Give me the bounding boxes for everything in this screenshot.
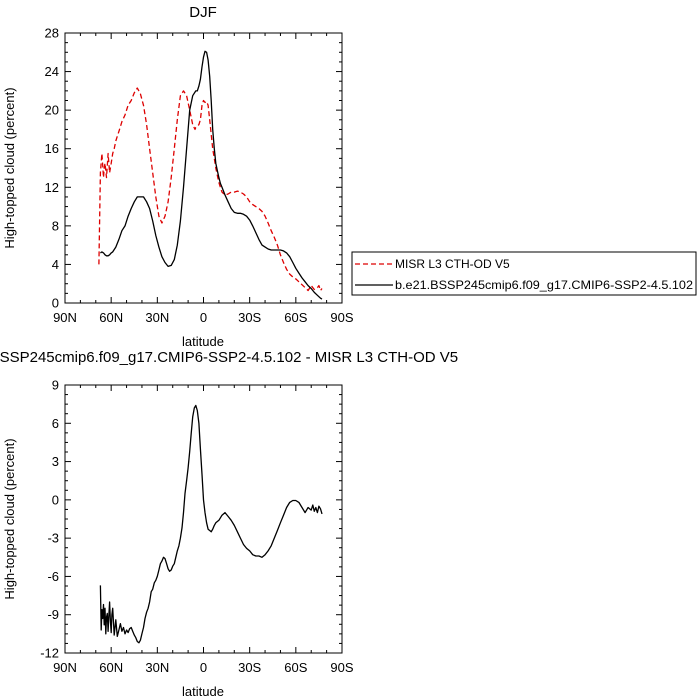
- bottom-y-tick-label: 3: [52, 454, 59, 469]
- legend-entry-model: b.e21.BSSP245cmip6.f09_g17.CMIP6-SSP2-4.…: [395, 278, 693, 292]
- bottom-y-tick-labels: -12 -9 -6 -3 0 3 6 9: [40, 378, 59, 661]
- bottom-x-tick-label: 90S: [330, 660, 353, 675]
- top-panel: DJF 0 4 8 12 16 20 24 28 90N 60N 30N 0 30S 60S 90S la…: [2, 4, 354, 349]
- bottom-series-line-0: [99, 404, 323, 644]
- bottom-y-tick-label: -6: [47, 569, 59, 584]
- top-y-tick-label: 0: [52, 296, 59, 311]
- bottom-x-tick-label: 90N: [53, 660, 77, 675]
- top-x-tick-label: 90N: [53, 310, 77, 325]
- bottom-x-axis-label: latitude: [182, 684, 224, 699]
- top-y-tick-label: 16: [45, 141, 59, 156]
- top-x-tick-label: 30S: [238, 310, 261, 325]
- top-series-lines: [98, 50, 323, 300]
- bottom-x-tick-label: 0: [200, 660, 207, 675]
- bottom-x-tick-label: 60S: [284, 660, 307, 675]
- bottom-panel-title: b.e21.BSSP245cmip6.f09_g17.CMIP6-SSP2-4.…: [0, 349, 458, 366]
- bottom-x-tick-label: 30S: [238, 660, 261, 675]
- top-y-tick-label: 8: [52, 218, 59, 233]
- top-tick-marks: [64, 32, 343, 304]
- bottom-y-tick-label: -9: [47, 607, 59, 622]
- top-y-tick-label: 12: [45, 180, 59, 195]
- legend-box: [351, 251, 697, 296]
- top-x-tick-label: 0: [200, 310, 207, 325]
- top-x-tick-label: 60S: [284, 310, 307, 325]
- bottom-y-axis-label: High-topped cloud (percent): [2, 438, 17, 599]
- top-series-line-0: [98, 87, 323, 292]
- bottom-x-tick-label: 60N: [99, 660, 123, 675]
- bottom-y-tick-label: 0: [52, 492, 59, 507]
- bottom-x-tick-label: 30N: [145, 660, 169, 675]
- top-x-tick-label: 30N: [145, 310, 169, 325]
- legend-entry-obs: MISR L3 CTH-OD V5: [395, 257, 510, 271]
- bottom-tick-marks: [64, 384, 343, 654]
- top-y-tick-label: 24: [45, 64, 59, 79]
- top-y-tick-label: 20: [45, 103, 59, 118]
- bottom-y-tick-label: -12: [40, 646, 59, 661]
- top-y-tick-labels: 0 4 8 12 16 20 24 28: [45, 26, 59, 311]
- bottom-x-tick-labels: 90N 60N 30N 0 30S 60S 90S: [53, 660, 354, 675]
- top-y-tick-label: 28: [45, 26, 59, 41]
- top-y-axis-label: High-topped cloud (percent): [2, 87, 17, 248]
- top-panel-title: DJF: [189, 4, 217, 21]
- top-x-tick-label: 60N: [99, 310, 123, 325]
- bottom-y-tick-label: -3: [47, 531, 59, 546]
- top-y-tick-label: 4: [52, 257, 59, 272]
- top-x-tick-label: 90S: [330, 310, 353, 325]
- bottom-y-tick-label: 6: [52, 416, 59, 431]
- legend: MISR L3 CTH-OD V5 b.e21.BSSP245cmip6.f09…: [351, 251, 697, 296]
- bottom-y-tick-label: 9: [52, 378, 59, 393]
- bottom-panel: b.e21.BSSP245cmip6.f09_g17.CMIP6-SSP2-4.…: [0, 349, 458, 699]
- top-series-line-1: [100, 50, 323, 300]
- top-x-tick-labels: 90N 60N 30N 0 30S 60S 90S: [53, 310, 354, 325]
- top-x-axis-label: latitude: [182, 334, 224, 349]
- bottom-series-lines: [99, 404, 323, 644]
- bottom-plot-frame: [64, 384, 343, 654]
- top-plot-frame: [64, 32, 343, 304]
